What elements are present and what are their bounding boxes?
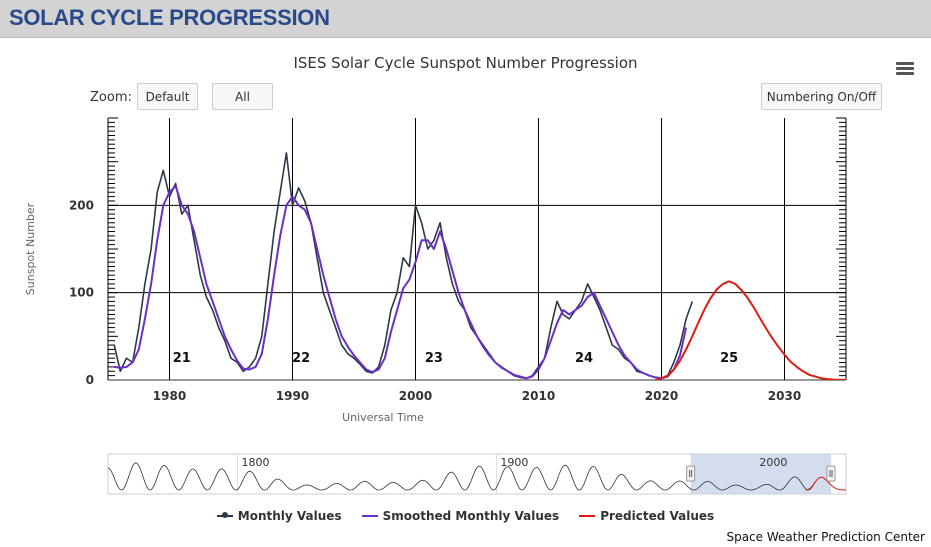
- x-tick-label: 2010: [522, 389, 555, 403]
- legend-monthly-swatch: [216, 512, 233, 518]
- page-header: SOLAR CYCLE PROGRESSION: [0, 0, 931, 38]
- zoom-all-button[interactable]: All: [212, 83, 273, 110]
- x-axis-title: Universal Time: [342, 411, 424, 424]
- chart-title: ISES Solar Cycle Sunspot Number Progress…: [293, 54, 638, 72]
- navigator-year-label: 2000: [759, 456, 787, 469]
- legend-smoothed-swatch: [361, 515, 378, 517]
- zoom-label: Zoom:: [90, 90, 132, 105]
- menu-bar: [896, 62, 914, 65]
- cycle-label-25: 25: [720, 351, 738, 366]
- plot-area: [108, 118, 846, 380]
- navigator-history-line: [107, 462, 816, 491]
- y-tick-label: 200: [69, 198, 94, 212]
- legend-item-predicted[interactable]: Predicted Values: [579, 509, 714, 523]
- cycle-label-23: 23: [425, 351, 443, 366]
- page-title: SOLAR CYCLE PROGRESSION: [9, 5, 330, 30]
- monthly-values-line: [113, 152, 694, 380]
- x-tick-label: 2020: [645, 389, 678, 403]
- predicted-values-line: [655, 280, 846, 380]
- navigator-right-handle[interactable]: [826, 465, 836, 482]
- navigator-year-label: 1900: [500, 456, 528, 469]
- y-axis-title: Sunspot Number: [24, 202, 37, 295]
- legend-monthly-label: Monthly Values: [237, 509, 342, 523]
- navigator-selection: [690, 454, 831, 494]
- cycle-label-24: 24: [575, 351, 593, 366]
- credit-text: Space Weather Prediction Center: [726, 530, 925, 544]
- cycle-label-21: 21: [173, 351, 191, 366]
- x-tick-label: 1980: [153, 389, 186, 403]
- y-tick-label: 0: [86, 373, 94, 387]
- legend-predicted-label: Predicted Values: [600, 509, 715, 523]
- navigator-left-handle[interactable]: [686, 465, 696, 482]
- navigator-predicted-line: [805, 476, 846, 491]
- x-tick-label: 2030: [768, 389, 801, 403]
- navigator-year-label: 1800: [241, 456, 269, 469]
- cycle-label-22: 22: [292, 351, 310, 366]
- x-tick-label: 1990: [276, 389, 309, 403]
- hamburger-menu-icon[interactable]: [896, 62, 914, 76]
- legend-smoothed-label: Smoothed Monthly Values: [382, 509, 560, 523]
- x-tick-label: 2000: [399, 389, 432, 403]
- smoothed-values-line: [114, 185, 688, 380]
- legend-predicted-swatch: [579, 515, 596, 517]
- menu-bar: [896, 67, 914, 70]
- menu-bar: [896, 72, 914, 75]
- legend-item-monthly[interactable]: Monthly Values: [216, 509, 342, 523]
- y-tick-label: 100: [69, 286, 94, 300]
- legend-item-smoothed[interactable]: Smoothed Monthly Values: [361, 509, 560, 523]
- chart-legend: Monthly Values Smoothed Monthly Values P…: [0, 509, 931, 523]
- numbering-toggle-button[interactable]: Numbering On/Off: [761, 83, 882, 110]
- zoom-default-button[interactable]: Default: [137, 83, 198, 110]
